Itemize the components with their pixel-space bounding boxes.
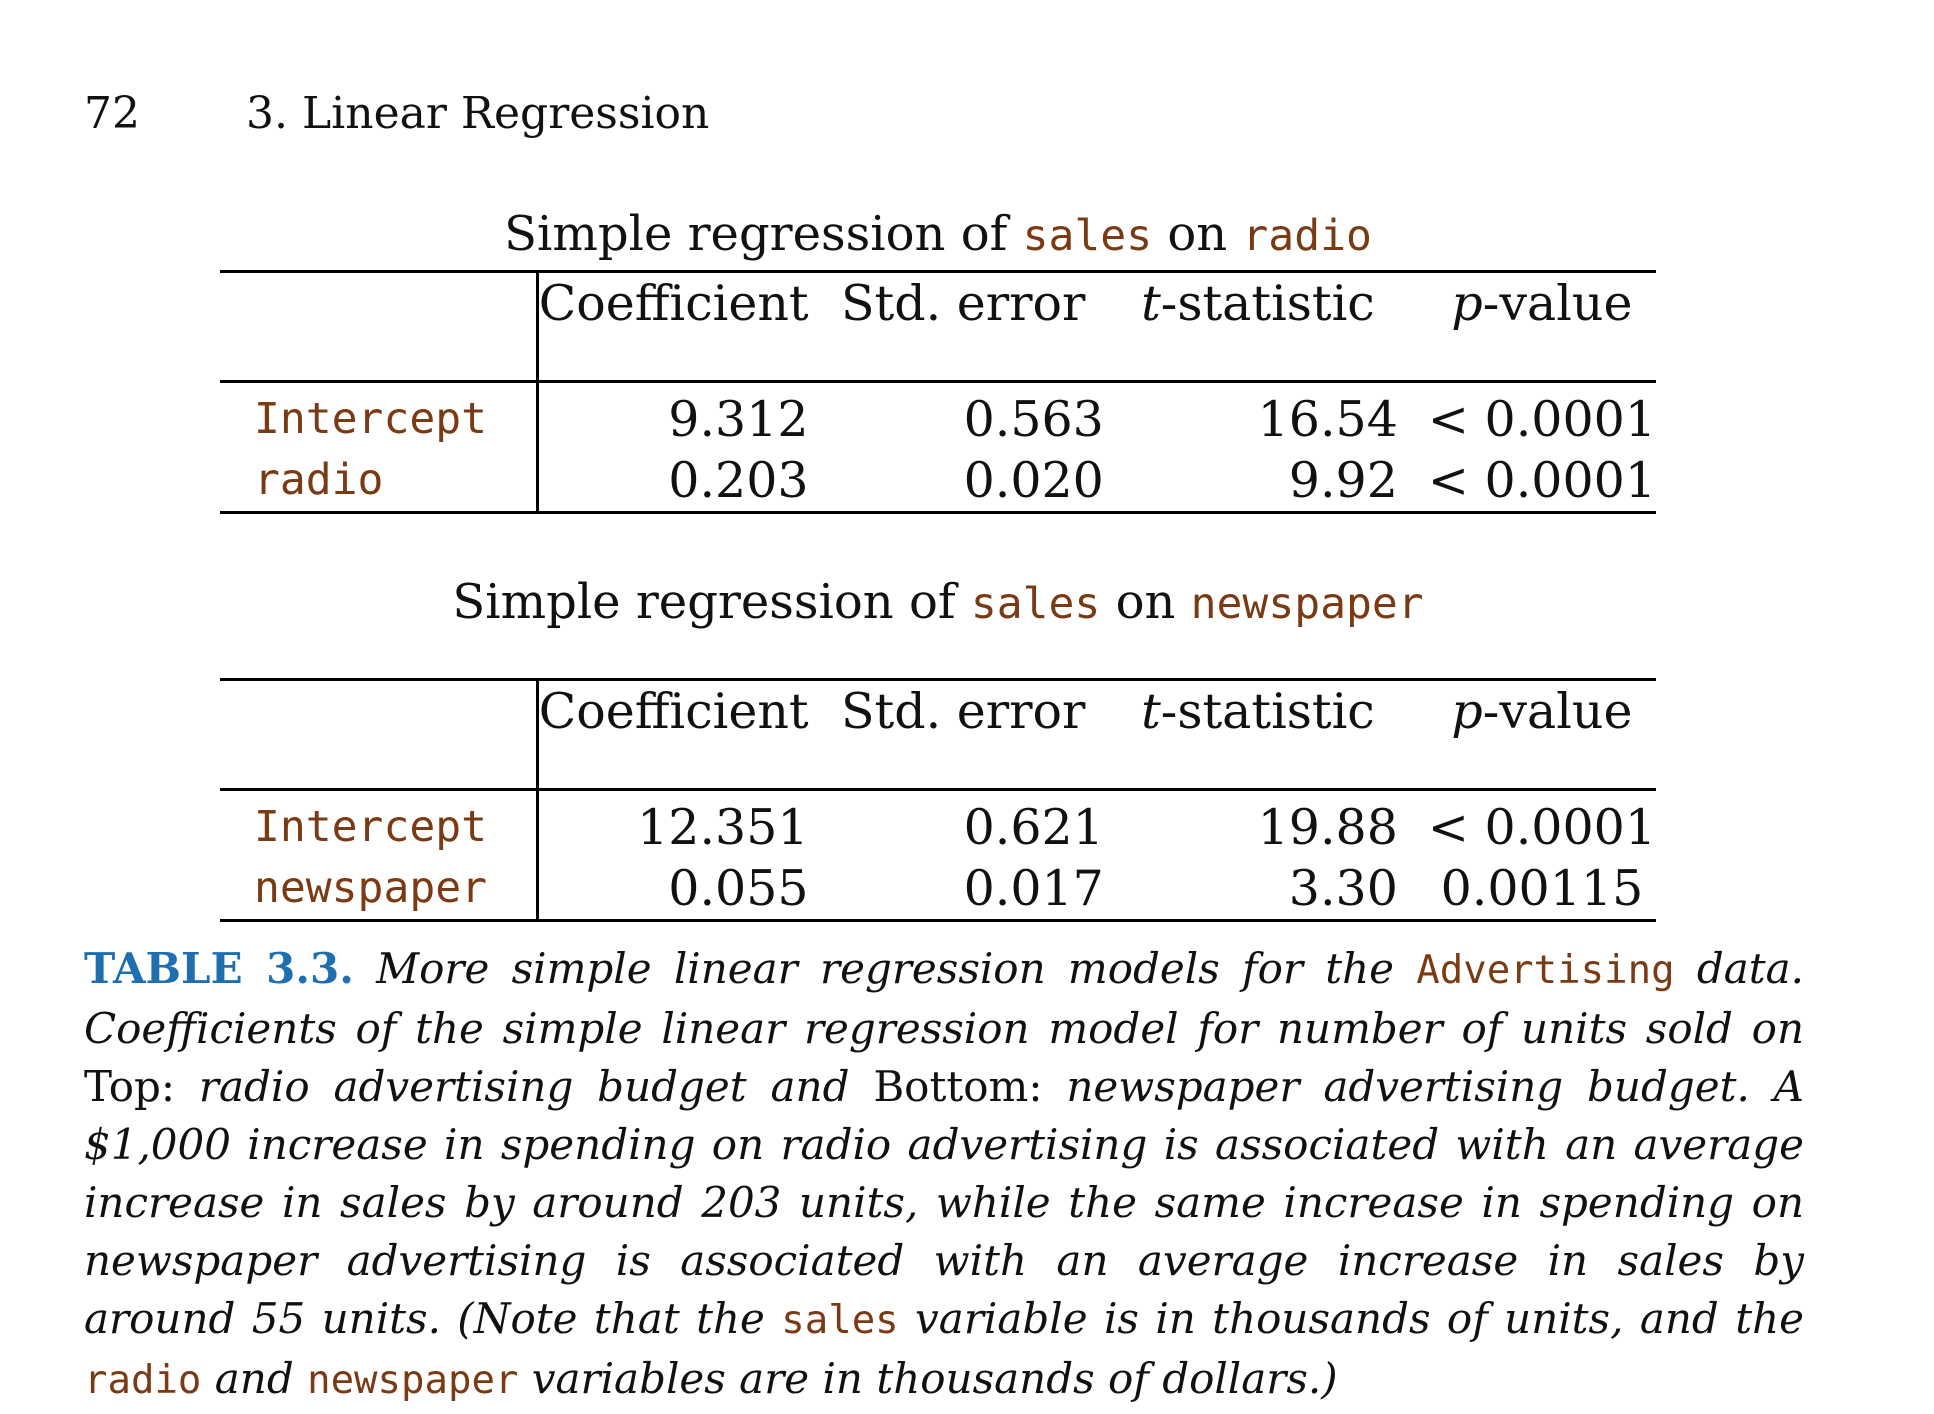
caption-text: variable is in thousands of units, and t… — [898, 1294, 1804, 1343]
page-number: 72 — [84, 88, 140, 139]
caption-label: TABLE 3.3. — [84, 944, 354, 993]
col-t-statistic: t-statistic — [1117, 270, 1428, 382]
value-text: -value — [1482, 683, 1633, 740]
coefficient-value: 12.351 — [537, 788, 823, 858]
title-var-newspaper: newspaper — [1190, 579, 1424, 629]
t-symbol: t — [1141, 275, 1161, 332]
std-error-value: 0.621 — [822, 788, 1118, 858]
title-var-sales: sales — [1022, 211, 1153, 261]
std-error-value: 0.020 — [822, 449, 1118, 514]
coefficient-table: Coefficient Std. error t-statistic p-val… — [220, 678, 1656, 922]
table-caption: TABLE 3.3. More simple linear regression… — [84, 940, 1804, 1410]
caption-bottom-label: Bottom: — [873, 1062, 1043, 1111]
row-label: radio — [220, 449, 539, 514]
coefficient-table: Coefficient Std. error t-statistic p-val… — [220, 270, 1656, 514]
table-title: Simple regression of sales on newspaper — [220, 574, 1656, 630]
row-label: Intercept — [220, 788, 539, 858]
title-text: Simple regression of — [452, 574, 971, 630]
coefficient-value: 0.055 — [537, 857, 823, 922]
std-error-value: 0.563 — [822, 380, 1118, 450]
statistic-text: -statistic — [1160, 275, 1375, 332]
table-row: Intercept 12.351 0.621 19.88 < 0.0001 — [220, 788, 1656, 858]
t-statistic-value: 9.92 — [1117, 449, 1428, 514]
p-value: < 0.0001 — [1427, 449, 1656, 514]
col-std-error: Std. error — [822, 270, 1118, 382]
title-var-radio: radio — [1242, 211, 1372, 261]
t-symbol: t — [1141, 683, 1161, 740]
caption-text: newspaper advertising budget. A $1,000 i… — [84, 1062, 1804, 1343]
table-row: radio 0.203 0.020 9.92 < 0.0001 — [220, 449, 1656, 514]
p-value: < 0.0001 — [1427, 380, 1656, 450]
corner-cell — [220, 678, 539, 790]
std-error-value: 0.017 — [822, 857, 1118, 922]
title-var-sales: sales — [970, 579, 1101, 629]
row-label: newspaper — [220, 857, 539, 922]
caption-text: variables are in thousands of dollars.) — [518, 1354, 1338, 1403]
caption-text: radio advertising budget and — [175, 1062, 874, 1111]
statistic-text: -statistic — [1160, 683, 1375, 740]
caption-code: radio — [84, 1358, 202, 1403]
t-statistic-value: 19.88 — [1117, 788, 1428, 858]
row-label: Intercept — [220, 380, 539, 450]
p-value: < 0.0001 — [1427, 788, 1656, 858]
col-std-error: Std. error — [822, 678, 1118, 790]
header-row: Coefficient Std. error t-statistic p-val… — [220, 270, 1656, 382]
header-row: Coefficient Std. error t-statistic p-val… — [220, 678, 1656, 790]
caption-text: data. Coefficients of the simple linear … — [84, 944, 1805, 1053]
table-title: Simple regression of sales on radio — [220, 206, 1656, 262]
col-t-statistic: t-statistic — [1117, 678, 1428, 790]
title-text: on — [1152, 206, 1243, 262]
p-symbol: p — [1451, 683, 1483, 740]
caption-text: and — [201, 1354, 308, 1403]
corner-cell — [220, 270, 539, 382]
coefficient-value: 9.312 — [537, 380, 823, 450]
title-text: Simple regression of — [504, 206, 1023, 262]
caption-code: Advertising — [1416, 948, 1675, 993]
caption-text: More simple linear regression models for… — [353, 944, 1417, 993]
col-p-value: p-value — [1427, 270, 1656, 382]
table-row: newspaper 0.055 0.017 3.30 0.00115 — [220, 857, 1656, 922]
value-text: -value — [1482, 275, 1633, 332]
p-value: 0.00115 — [1427, 857, 1656, 922]
t-statistic-value: 16.54 — [1117, 380, 1428, 450]
caption-top-label: Top: — [84, 1062, 176, 1111]
col-coefficient: Coefficient — [537, 270, 823, 382]
p-symbol: p — [1451, 275, 1483, 332]
title-text: on — [1100, 574, 1191, 630]
col-coefficient: Coefficient — [537, 678, 823, 790]
t-statistic-value: 3.30 — [1117, 857, 1428, 922]
table-row: Intercept 9.312 0.563 16.54 < 0.0001 — [220, 380, 1656, 450]
caption-code: sales — [781, 1298, 899, 1343]
coefficient-value: 0.203 — [537, 449, 823, 514]
caption-code: newspaper — [307, 1358, 519, 1403]
chapter-heading: 3. Linear Regression — [246, 88, 710, 139]
col-p-value: p-value — [1427, 678, 1656, 790]
